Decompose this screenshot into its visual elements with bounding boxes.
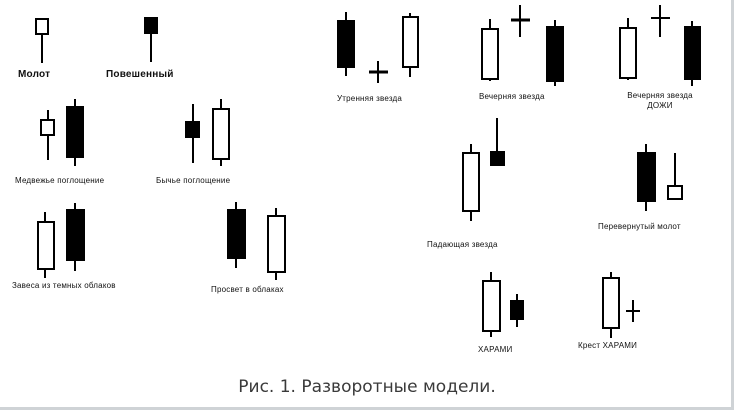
- candlestick-patterns-diagram: [35, 5, 701, 338]
- figure-caption: Рис. 1. Разворотные модели.: [238, 377, 496, 397]
- harami-candle-1: [482, 280, 501, 332]
- hanging-man-label: Повешенный: [106, 69, 174, 80]
- bullish-engulfing-candle-1: [185, 121, 200, 138]
- evening-star-candle-1: [481, 28, 499, 80]
- dark-cloud-cover-candle-2: [66, 209, 85, 261]
- bullish-engulfing-label: Бычье поглощение: [156, 176, 231, 185]
- evening-star-pattern: [481, 5, 564, 86]
- bearish-engulfing-pattern: [40, 99, 84, 166]
- bullish-engulfing-pattern: [185, 99, 230, 166]
- dark-cloud-cover-label: Завеса из темных облаков: [12, 281, 116, 290]
- inverted-hammer-label: Перевернутый молот: [598, 222, 681, 231]
- inverted-hammer-candle-2: [667, 185, 683, 200]
- piercing-candle-2: [267, 215, 286, 273]
- harami-cross-label: Крест ХАРАМИ: [578, 341, 638, 350]
- bullish-engulfing-candle-2: [212, 108, 230, 160]
- hammer-body: [35, 18, 49, 35]
- piercing-candle-1: [227, 209, 246, 259]
- evening-doji-star-label-line1: Вечерняя звезда: [627, 91, 693, 100]
- hanging-man-body: [144, 17, 158, 34]
- inverted-hammer-candle-1: [637, 152, 656, 202]
- hammer-pattern: [35, 18, 49, 63]
- hammer-label: Молот: [18, 69, 51, 80]
- dark-cloud-cover-candle-1: [37, 221, 55, 270]
- piercing-label: Просвет в облаках: [211, 285, 284, 294]
- shooting-star-candle-1: [462, 152, 480, 212]
- bearish-engulfing-label: Медвежье поглощение: [15, 176, 105, 185]
- morning-star-candle-1: [337, 20, 355, 68]
- shooting-star-pattern: [462, 118, 505, 221]
- harami-cross-pattern: [602, 272, 640, 338]
- evening-doji-star-candle-3: [684, 26, 701, 80]
- harami-cross-candle-1: [602, 277, 620, 329]
- shooting-star-candle-2: [490, 151, 505, 166]
- inverted-hammer-pattern: [637, 144, 683, 211]
- bearish-engulfing-candle-1: [40, 119, 55, 136]
- evening-doji-star-label-line2: ДОЖИ: [647, 101, 673, 110]
- hanging-man-pattern: [144, 17, 158, 62]
- harami-pattern: [482, 272, 524, 337]
- evening-star-candle-3: [546, 26, 564, 82]
- evening-star-label: Вечерняя звезда: [479, 92, 545, 101]
- morning-star-pattern: [337, 12, 419, 83]
- harami-candle-2: [510, 300, 524, 320]
- harami-label: ХАРАМИ: [478, 345, 513, 354]
- morning-star-label: Утренняя звезда: [337, 94, 403, 103]
- bearish-engulfing-candle-2: [66, 106, 84, 158]
- dark-cloud-cover-pattern: [37, 203, 85, 278]
- shooting-star-label: Падающая звезда: [427, 240, 498, 249]
- morning-star-candle-3: [402, 16, 419, 68]
- piercing-pattern: [227, 202, 286, 280]
- evening-doji-star-candle-1: [619, 27, 637, 79]
- evening-doji-star-pattern: [619, 5, 701, 86]
